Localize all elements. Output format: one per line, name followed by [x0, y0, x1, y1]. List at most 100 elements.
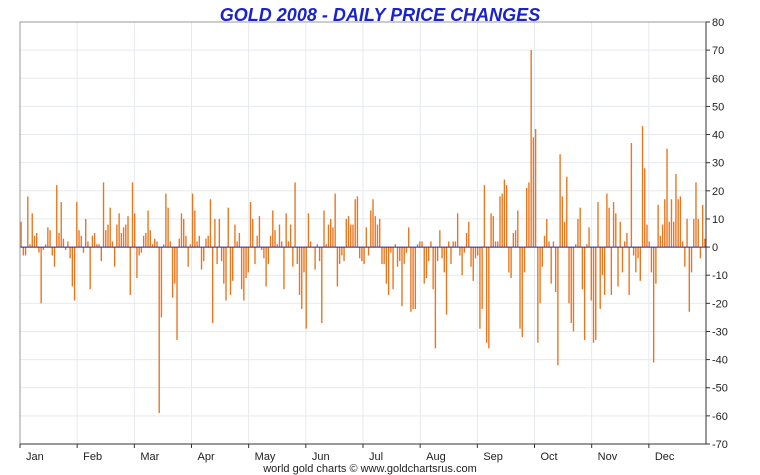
x-tick-label: Feb [83, 451, 102, 463]
bar [76, 202, 78, 248]
bars-layer [20, 50, 706, 414]
bar [387, 247, 390, 295]
y-tick-label: -70 [712, 439, 728, 451]
bar [405, 247, 408, 253]
bar [205, 238, 207, 248]
bar [646, 224, 648, 248]
bar [85, 218, 87, 248]
y-tick-label: -30 [712, 326, 728, 338]
bar [229, 247, 232, 295]
bar [276, 244, 278, 248]
bar [171, 247, 174, 298]
bar [98, 244, 100, 248]
bar [285, 213, 287, 248]
bar [416, 244, 419, 248]
bar [149, 230, 151, 248]
bar [44, 244, 47, 248]
bar [116, 224, 118, 248]
bar [243, 247, 245, 301]
bar [670, 199, 673, 248]
bar [534, 128, 537, 248]
bar [554, 247, 557, 293]
bar [140, 247, 143, 253]
bar [681, 241, 684, 248]
bar [401, 247, 403, 307]
y-tick-label: -20 [712, 298, 728, 310]
bar [488, 247, 490, 349]
bar [252, 218, 254, 248]
bar [73, 247, 76, 301]
bar [138, 247, 140, 256]
bar [53, 247, 56, 267]
bar [325, 244, 327, 248]
bar [428, 247, 430, 262]
bar [67, 241, 69, 248]
bar [597, 202, 599, 248]
bar [131, 182, 134, 248]
bar [218, 218, 221, 248]
y-tick-label: 20 [712, 186, 724, 198]
bar [158, 247, 160, 414]
bar [519, 247, 521, 329]
bar [675, 173, 677, 248]
bar [657, 204, 659, 248]
y-tick-label: 70 [712, 45, 724, 57]
bar [100, 247, 102, 262]
bar [321, 247, 323, 324]
bar [274, 230, 276, 248]
bar [323, 210, 325, 248]
bar [129, 247, 131, 295]
bar [332, 227, 334, 248]
bar [263, 247, 265, 259]
y-tick-label: -50 [712, 383, 728, 395]
bar [637, 247, 639, 259]
bar [568, 247, 570, 304]
bar [644, 168, 646, 248]
bar [615, 213, 617, 248]
bar [566, 176, 568, 248]
bar [530, 50, 532, 248]
bar [31, 213, 33, 248]
bar [677, 199, 679, 248]
bar [390, 247, 392, 253]
bar [372, 199, 374, 248]
x-tick-labels: Jan Feb Mar Apr May Jun Jul Aug Sep Oct Nov Dec [19, 444, 675, 463]
bar [354, 199, 356, 248]
bar [220, 247, 223, 262]
bar [283, 247, 285, 290]
bar [586, 244, 588, 248]
bar [56, 185, 58, 248]
y-tick-label: -40 [712, 355, 728, 367]
bar [523, 247, 526, 273]
bar [394, 244, 396, 248]
bar [477, 247, 479, 256]
bar [459, 247, 461, 256]
bar [216, 247, 218, 264]
bar [309, 241, 312, 248]
bar [147, 210, 149, 248]
bar [603, 247, 606, 295]
bar [196, 241, 198, 248]
bar [494, 241, 497, 248]
bar [191, 193, 194, 248]
bar [314, 247, 316, 270]
bar [305, 247, 307, 329]
x-tick-label: Sep [483, 451, 503, 463]
bar [701, 204, 704, 248]
bar [541, 247, 543, 267]
bar [203, 247, 205, 262]
bar [91, 235, 94, 248]
bar [327, 224, 330, 248]
bar [552, 241, 555, 248]
bar [303, 247, 305, 273]
bar [583, 247, 586, 340]
bar [136, 247, 138, 279]
bar [209, 199, 212, 248]
bar [33, 235, 36, 248]
bar [260, 247, 263, 250]
bar [40, 247, 42, 304]
y-tick-label: 30 [712, 158, 724, 170]
bar [58, 233, 60, 248]
